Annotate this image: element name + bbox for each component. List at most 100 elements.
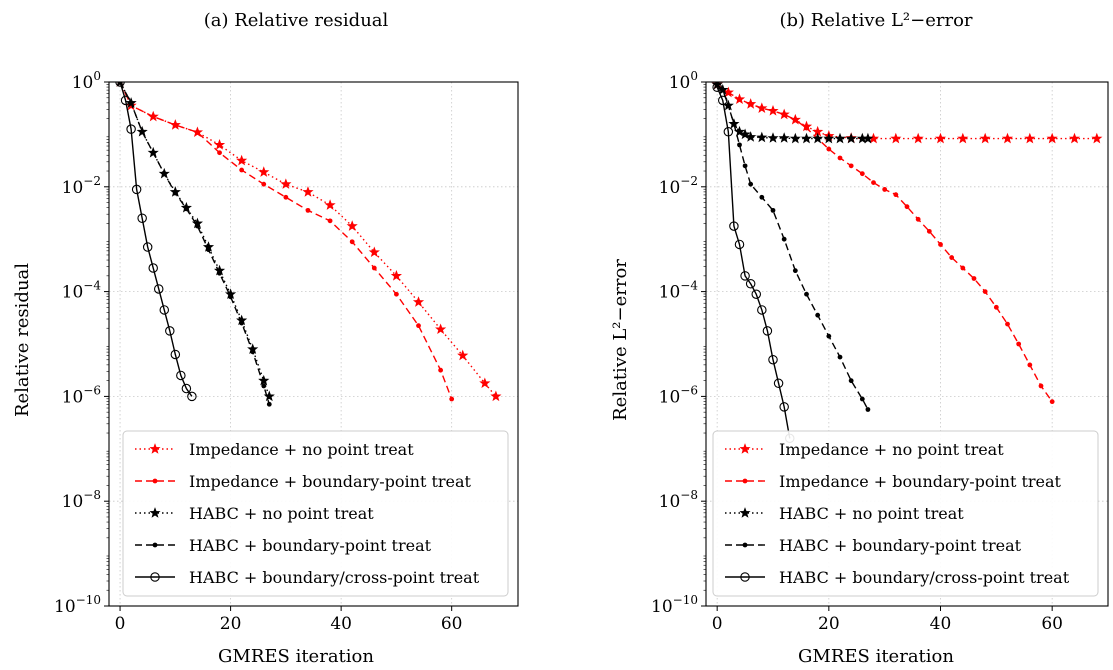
series-2-point (960, 265, 966, 271)
panel-b: (b) Relative L²−error GMRES iteration Re… (610, 10, 1109, 667)
series-3-point (745, 131, 757, 142)
series-2-point (725, 90, 731, 95)
series-2-point (781, 112, 787, 117)
y-tick-label: 10−4 (62, 279, 102, 303)
y-tick-label: 100 (72, 69, 101, 93)
series-2-point (239, 167, 245, 173)
series-5-point (142, 242, 153, 252)
legend-marker-2 (742, 478, 748, 484)
series-2-point (759, 105, 765, 111)
panel-b-axes-frame (705, 81, 1109, 607)
series-5-point (120, 95, 131, 106)
series-2-point (1049, 399, 1055, 405)
series-1-point (1091, 132, 1103, 144)
panel-a-legend: Impedance + no point treat Impedance + bo… (122, 430, 509, 597)
series-2-point (971, 276, 977, 281)
series-3-point (812, 132, 824, 144)
x-tick-label: 0 (712, 614, 723, 634)
series-5-point (187, 391, 197, 402)
series-2-point (949, 255, 955, 260)
series-2-point (871, 180, 876, 186)
x-tick-label: 40 (330, 614, 352, 634)
series-4-point (837, 354, 843, 360)
legend-marker-4 (152, 542, 158, 548)
legend-label-2: Impedance + boundary-point treat (779, 472, 1062, 491)
series-4-point (217, 270, 222, 276)
x-tick-label: 0 (115, 614, 126, 634)
series-5-point (717, 95, 728, 106)
series-5-point (176, 370, 186, 381)
series-4-point (848, 378, 854, 384)
legend-marker-5 (150, 572, 160, 582)
series-1-point (490, 390, 502, 402)
series-1-point (457, 349, 469, 361)
series-5-point (723, 127, 734, 137)
series-5-point (159, 305, 170, 315)
series-4-point (266, 401, 272, 407)
legend-label-4: HABC + boundary-point treat (189, 536, 432, 555)
series-4-point (770, 207, 776, 213)
legend-label-3: HABC + no point treat (779, 504, 964, 523)
series-1-point (1024, 132, 1036, 144)
legend-marker-1 (739, 443, 751, 454)
series-1-point (258, 166, 270, 177)
series-2-point (938, 242, 943, 247)
series-4-point (792, 268, 798, 274)
series-4-point (239, 320, 245, 326)
series-1-point (890, 132, 902, 144)
series-5-point (729, 221, 739, 231)
panel-b-ylabel: Relative L²−error (610, 259, 631, 421)
series-5-point (740, 271, 750, 281)
series-5-point (165, 326, 175, 336)
series-2-point (172, 122, 178, 128)
series-2-point (327, 218, 333, 224)
x-tick-label: 20 (220, 614, 242, 634)
legend-marker-4 (742, 542, 748, 548)
series-4-point (206, 247, 211, 253)
y-tick-label: 10−8 (659, 488, 698, 512)
y-tick-label: 10−10 (651, 593, 698, 617)
series-4-point (261, 383, 267, 389)
series-2-point (283, 194, 289, 200)
series-5-point (153, 284, 164, 294)
series-5-point (170, 349, 181, 360)
y-tick-label: 100 (669, 69, 698, 93)
series-5-point (751, 289, 761, 299)
series-4-point (826, 333, 832, 339)
series-5-point (137, 213, 147, 223)
series-5-point (745, 278, 756, 289)
x-tick-label: 20 (818, 614, 840, 634)
series-2-point (1016, 341, 1022, 347)
y-tick-label: 10−2 (659, 174, 698, 198)
series-line-2 (119, 82, 453, 400)
series-2-point (371, 265, 377, 271)
series-2-point (305, 207, 311, 213)
panel-b-xlabel: GMRES iteration (798, 646, 954, 667)
series-2-point (826, 146, 832, 152)
y-tick-label: 10−2 (62, 174, 101, 198)
series-line-4 (119, 82, 270, 405)
series-2-point (737, 96, 742, 102)
series-3-point (258, 374, 270, 386)
series-4-point (172, 190, 178, 196)
series-4-point (815, 312, 821, 318)
series-4-point (195, 223, 200, 229)
series-4-point (250, 349, 256, 355)
series-1-point (1046, 132, 1058, 144)
series-4-point (804, 291, 809, 297)
panel-a-xlabel: GMRES iteration (218, 646, 374, 667)
series-1-point (479, 377, 491, 389)
series-5-point (734, 239, 745, 250)
series-2-point (394, 291, 399, 297)
series-line-5 (119, 82, 193, 397)
series-1-point (934, 132, 947, 144)
series-4-point (725, 103, 731, 108)
legend-marker-3 (149, 507, 161, 518)
series-2-point (416, 323, 421, 329)
series-5-point (131, 184, 142, 195)
y-tick-label: 10−4 (659, 279, 699, 303)
series-1-point (368, 246, 380, 258)
panel-a-title: (a) Relative residual (204, 10, 389, 31)
series-2-point (349, 239, 355, 245)
